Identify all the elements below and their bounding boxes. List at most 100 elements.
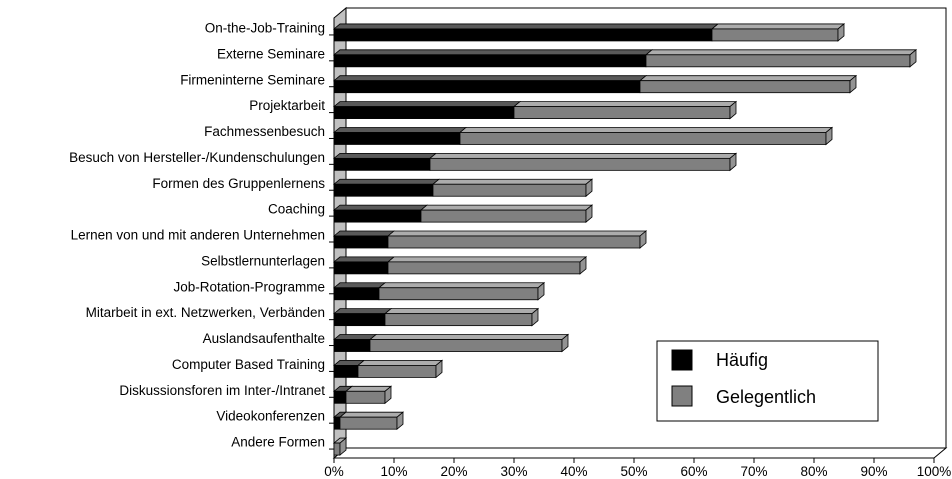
bar-end-1-2	[849, 74, 857, 94]
bar-end-1-3	[729, 100, 737, 120]
bar-1-10	[378, 287, 539, 301]
category-label-8: Lernen von und mit anderen Unternehmen	[71, 228, 325, 243]
bar-1-14	[345, 390, 386, 404]
x-tick-label-4: 40%	[560, 464, 587, 479]
bar-1-4	[459, 132, 827, 145]
bar-0-3	[333, 106, 515, 119]
legend-label-gelegentlich: Gelegentlich	[716, 387, 816, 407]
bar-row-7	[332, 204, 594, 223]
bar-0-15	[333, 416, 341, 430]
category-label-9: Selbstlernunterlagen	[201, 253, 325, 268]
bar-row-4	[332, 126, 834, 146]
x-tick-label-5: 50%	[620, 464, 647, 479]
bar-1-0	[711, 28, 839, 42]
bar-row-14	[332, 385, 393, 405]
x-tick-label-8: 80%	[800, 464, 827, 479]
bar-0-10	[333, 287, 380, 301]
bar-end-1-8	[639, 230, 647, 249]
x-tick-label-1: 10%	[380, 464, 407, 479]
back-wall-outline	[346, 7, 947, 448]
bar-top-1-0	[710, 23, 846, 30]
bar-top-0-11	[332, 308, 393, 315]
bar-row-11	[332, 307, 540, 327]
legend-swatch-gelegentlich	[671, 385, 693, 407]
bar-row-8	[332, 230, 648, 249]
bar-end-1-11	[531, 307, 539, 327]
bar-row-2	[332, 74, 858, 94]
bar-1-16	[333, 442, 341, 456]
bar-row-12	[332, 333, 570, 353]
bar-0-1	[333, 54, 647, 68]
bar-top-0-10	[332, 282, 387, 289]
x-tick-label-6: 60%	[680, 464, 707, 479]
bar-1-3	[513, 106, 731, 119]
bar-top-0-9	[332, 256, 396, 263]
bar-end-1-16	[339, 437, 347, 456]
category-label-15: Videokonferenzen	[216, 409, 325, 424]
bar-end-1-1	[909, 48, 917, 68]
bar-row-6	[332, 178, 594, 198]
bar-top-0-5	[332, 152, 438, 159]
category-label-3: Projektarbeit	[249, 98, 325, 113]
bar-1-8	[387, 235, 641, 249]
category-label-10: Job-Rotation-Programme	[173, 279, 325, 294]
bar-top-1-7	[419, 204, 594, 211]
bar-top-1-2	[638, 75, 858, 82]
bar-0-6	[333, 183, 434, 197]
bar-top-1-6	[431, 178, 594, 185]
bar-1-7	[420, 209, 587, 223]
bar-top-1-3	[512, 101, 738, 107]
legend: Häufig Gelegentlich	[656, 340, 879, 422]
bar-top-1-5	[428, 152, 738, 159]
bar-0-9	[333, 261, 389, 275]
bar-top-0-7	[332, 204, 429, 211]
bar-top-1-14	[344, 385, 393, 392]
bar-row-0	[332, 23, 846, 42]
bar-top-1-15	[338, 411, 405, 418]
bar-top-0-3	[332, 101, 522, 107]
bar-1-9	[387, 261, 581, 275]
bar-1-1	[645, 54, 911, 68]
bar-0-5	[333, 157, 431, 171]
bar-top-0-6	[332, 178, 441, 185]
bar-end-1-7	[585, 204, 593, 223]
bar-row-5	[332, 152, 738, 172]
bar-end-1-13	[435, 359, 443, 379]
bar-end-1-14	[384, 385, 392, 405]
bar-row-16	[332, 437, 348, 456]
bar-top-0-12	[332, 334, 378, 340]
category-label-11: Mitarbeit in ext. Netzwerken, Verbänden	[86, 305, 325, 320]
bar-top-1-4	[458, 127, 834, 133]
legend-swatch-haeufig	[671, 349, 693, 371]
x-tick-label-10: 100%	[917, 464, 952, 479]
bar-end-1-12	[561, 333, 569, 353]
floor	[332, 447, 948, 459]
bar-top-1-13	[356, 360, 444, 366]
bar-0-14	[333, 390, 347, 404]
bar-top-0-4	[332, 127, 468, 133]
category-label-4: Fachmessenbesuch	[204, 124, 325, 139]
category-label-7: Coaching	[268, 202, 325, 217]
category-label-0: On-the-Job-Training	[205, 21, 325, 36]
bar-0-13	[333, 365, 359, 378]
x-tick-label-0: 0%	[324, 464, 344, 479]
bar-0-4	[333, 132, 461, 145]
x-tick-label-3: 30%	[500, 464, 527, 479]
bar-end-1-10	[537, 281, 545, 301]
x-tick-label-7: 70%	[740, 464, 767, 479]
bar-1-12	[369, 339, 563, 352]
bar-top-1-8	[386, 230, 648, 237]
bar-0-11	[333, 313, 386, 327]
bar-1-2	[639, 80, 851, 94]
chart-bars	[332, 23, 918, 456]
legend-label-haeufig: Häufig	[716, 350, 768, 370]
bar-row-9	[332, 256, 588, 275]
bar-top-1-12	[368, 334, 570, 340]
bar-0-8	[333, 235, 389, 249]
bar-1-5	[429, 157, 731, 171]
bar-top-0-1	[332, 49, 654, 56]
category-label-2: Firmeninterne Seminare	[180, 72, 325, 87]
bar-1-13	[357, 365, 437, 378]
x-tick-label-2: 20%	[440, 464, 467, 479]
